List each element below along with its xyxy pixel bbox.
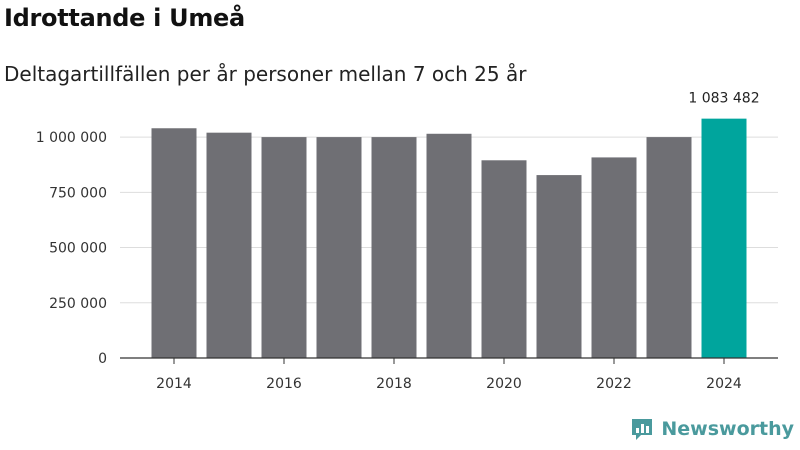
data-label-2024: 1 083 482	[688, 91, 759, 107]
x-tick-label: 2022	[596, 376, 632, 392]
bar-2024	[701, 118, 747, 358]
y-tick-label: 1 000 000	[36, 130, 107, 146]
x-tick-label: 2014	[156, 376, 192, 392]
bar-2023	[646, 137, 692, 358]
bar-2014	[151, 128, 197, 358]
bar-2019	[426, 133, 472, 358]
x-tick-label: 2024	[706, 376, 742, 392]
bar-2021	[536, 175, 582, 358]
chart-title: Idrottande i Umeå	[4, 4, 245, 32]
bar-2017	[316, 137, 362, 358]
bar-2016	[261, 137, 307, 358]
bar-2022	[591, 157, 637, 358]
newsworthy-logo-icon	[632, 419, 653, 440]
bars	[151, 118, 747, 358]
y-tick-label: 250 000	[49, 296, 107, 312]
y-tick-label: 0	[98, 351, 107, 367]
bar-2018	[371, 137, 417, 358]
labels: 0 250 000 500 000 750 000 1 000 000 2014 2016 2…	[36, 91, 760, 392]
axes	[120, 357, 778, 364]
x-tick-label: 2016	[266, 376, 302, 392]
y-tick-label: 500 000	[49, 241, 107, 257]
y-tick-label: 750 000	[49, 185, 107, 201]
x-tick-label: 2020	[486, 376, 522, 392]
chart-subtitle: Deltagartillfällen per år personer mella…	[4, 62, 527, 86]
branding: Newsworthy	[629, 416, 794, 442]
bar-2020	[481, 160, 527, 358]
bar-2015	[206, 132, 252, 358]
x-tick-label: 2018	[376, 376, 412, 392]
brand-name: Newsworthy	[661, 418, 794, 440]
